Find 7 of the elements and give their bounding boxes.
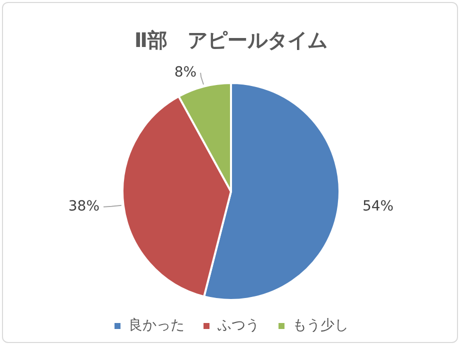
data-label: 54% xyxy=(362,198,394,214)
data-label: 38% xyxy=(68,198,100,214)
data-label: 8% xyxy=(174,64,197,80)
legend-label: もう少し xyxy=(292,318,348,334)
chart-title: Ⅱ部 アピールタイム xyxy=(134,28,328,52)
legend-label: 良かった xyxy=(128,318,184,334)
legend-label: ふつう xyxy=(216,318,260,334)
